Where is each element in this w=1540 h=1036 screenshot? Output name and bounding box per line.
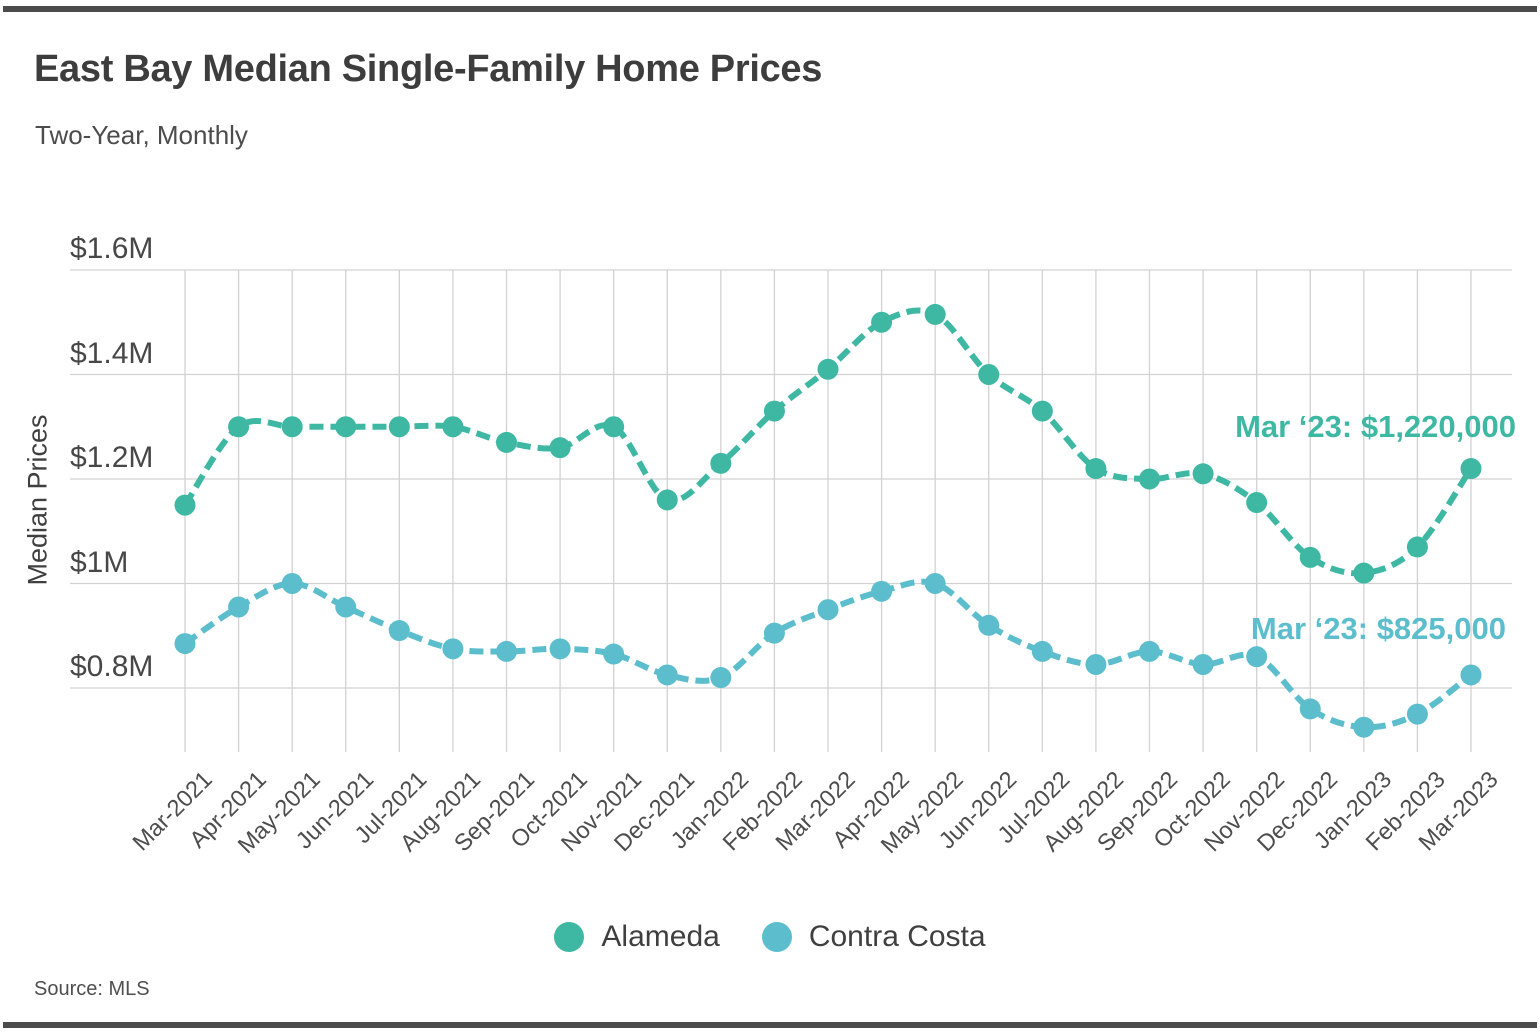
contra-costa-data-point (1085, 653, 1107, 675)
contra-costa-data-point (603, 643, 625, 665)
alameda-data-point (1138, 468, 1160, 490)
alameda-data-point (228, 416, 250, 438)
alameda-data-point (656, 489, 678, 511)
contra-costa-data-point (1406, 703, 1428, 725)
legend-label: Alameda (601, 920, 720, 953)
y-tick-label: $1.6M (70, 232, 154, 265)
legend-item-alameda: Alameda (554, 920, 720, 954)
contra-costa-data-point (388, 620, 410, 642)
contra-costa-data-point (335, 596, 357, 618)
bottom-border (3, 1022, 1537, 1028)
legend-label: Contra Costa (808, 920, 986, 953)
y-tick-label: $0.8M (70, 650, 154, 683)
contra-costa-data-point (1192, 653, 1214, 675)
contra-costa-data-point (1353, 716, 1375, 738)
contra-costa-data-point (442, 638, 464, 660)
contra-costa-data-point (871, 580, 893, 602)
contra-costa-data-point (1031, 640, 1053, 662)
alameda-data-point (924, 303, 946, 325)
alameda-data-point (710, 452, 732, 474)
alameda-data-point (281, 416, 303, 438)
alameda-data-point (978, 364, 1000, 385)
alameda-data-point (1353, 562, 1375, 584)
alameda-data-point (871, 311, 893, 333)
alameda-data-point (1085, 458, 1107, 480)
alameda-data-point (1192, 463, 1214, 485)
contra-costa-data-point (1246, 646, 1268, 668)
contra-costa-data-point (1138, 640, 1160, 662)
contra-costa-data-point (1299, 698, 1321, 720)
y-tick-label: $1M (70, 545, 129, 579)
legend-item-contra-costa: Contra Costa (761, 920, 986, 954)
contra-costa-data-point (978, 614, 1000, 636)
chart-subtitle: Two-Year, Monthly (35, 120, 248, 150)
contra-costa-data-point (656, 664, 678, 686)
alameda-data-point (763, 400, 785, 422)
alameda-data-point (495, 431, 517, 453)
contra-costa-data-point (1460, 664, 1482, 686)
contra-costa-data-point (174, 633, 196, 655)
contra-costa-data-point (281, 573, 303, 594)
contra-costa-data-point (549, 638, 571, 660)
top-border (3, 6, 1537, 12)
alameda-data-point (549, 437, 571, 459)
contra-costa-data-point (710, 667, 732, 689)
chart-title: East Bay Median Single-Family Home Price… (34, 48, 823, 90)
contra-costa-legend-dot-icon (761, 922, 792, 952)
alameda-data-point (388, 416, 410, 438)
contra-costa-data-point (817, 599, 839, 621)
alameda-data-point (335, 416, 357, 438)
alameda-data-point (603, 416, 625, 438)
legend: Alameda Contra Costa (0, 920, 1540, 954)
contra-costa-data-point (495, 640, 517, 662)
alameda-data-point (1406, 536, 1428, 558)
alameda-data-point (1460, 458, 1482, 480)
alameda-data-point (1246, 492, 1268, 514)
alameda-legend-dot-icon (554, 922, 585, 952)
alameda-data-point (442, 416, 464, 438)
alameda-data-point (174, 494, 196, 516)
alameda-data-point (1031, 400, 1053, 422)
contra-costa-data-point (763, 622, 785, 644)
alameda-data-point (817, 358, 839, 380)
contra-costa-last-value-annotation: Mar ‘23: $825,000 (1250, 610, 1506, 646)
source-note: Source: MLS (34, 978, 150, 1000)
y-tick-label: $1.4M (70, 336, 154, 370)
contra-costa-data-point (924, 573, 946, 594)
contra-costa-data-point (228, 596, 250, 618)
alameda-last-value-annotation: Mar ‘23: $1,220,000 (1235, 408, 1516, 444)
alameda-data-point (1299, 546, 1321, 568)
y-tick-label: $1.2M (70, 441, 154, 474)
